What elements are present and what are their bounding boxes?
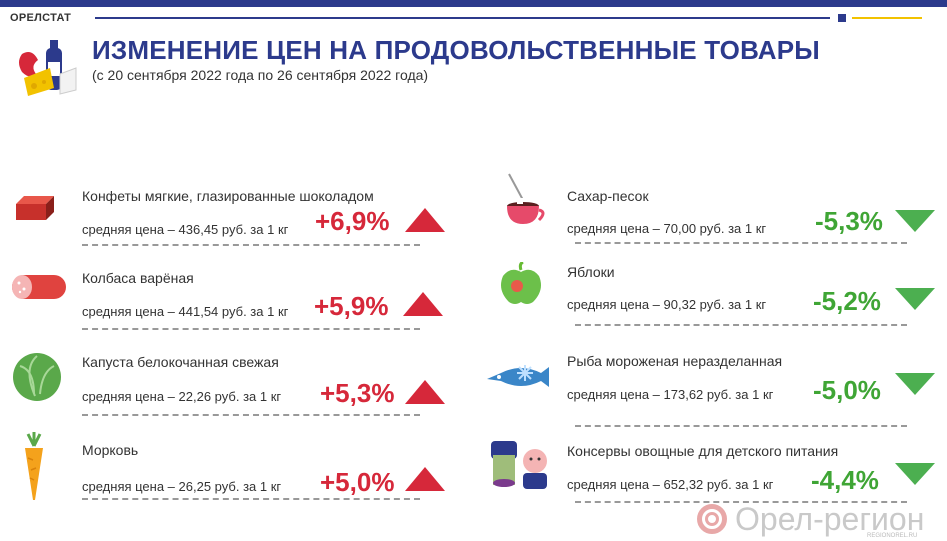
item-name: Консервы овощные для детского питания: [567, 443, 839, 459]
price-item-sausage: Колбаса варёная средняя цена – 441,54 ру…: [10, 262, 450, 342]
price-item-fish: Рыба мороженая неразделанная средняя цен…: [487, 345, 935, 427]
cabbage-icon: [13, 353, 61, 401]
item-change: +5,3%: [320, 378, 395, 408]
item-change: +5,9%: [314, 291, 389, 321]
top-bar: [0, 0, 947, 7]
decrease-arrow-icon: [895, 288, 935, 310]
page-subtitle: (с 20 сентября 2022 года по 26 сентября …: [92, 67, 429, 83]
item-name: Капуста белокочанная свежая: [82, 354, 279, 370]
item-name: Морковь: [82, 442, 139, 458]
divider: [82, 244, 420, 246]
watermark-subtext: REGIONOREL.RU: [867, 533, 918, 539]
watermark: Орел-регион REGIONOREL.RU: [697, 501, 937, 539]
price-item-apples: Яблоки средняя цена – 90,32 руб. за 1 кг…: [495, 262, 935, 342]
fish-icon: [487, 365, 549, 387]
sausage-icon: [12, 275, 66, 299]
groceries-icon: [19, 40, 77, 96]
divider: [82, 414, 420, 416]
item-price: средняя цена – 173,62 руб. за 1 кг: [567, 387, 774, 402]
item-name: Конфеты мягкие, глазированные шоколадом: [82, 188, 374, 204]
price-item-carrot: Морковь средняя цена – 26,25 руб. за 1 к…: [10, 432, 450, 512]
item-price: средняя цена – 22,26 руб. за 1 кг: [82, 389, 282, 404]
price-item-sugar: Сахар-песок средняя цена – 70,00 руб. за…: [495, 173, 935, 260]
item-name: Колбаса варёная: [82, 270, 194, 286]
brand-label: ОРЕЛСТАТ: [10, 12, 72, 24]
header-rule-accent: [852, 17, 922, 19]
decrease-arrow-icon: [895, 210, 935, 232]
divider: [575, 324, 907, 326]
baby-food-icon: [491, 441, 547, 489]
increase-arrow-icon: [405, 380, 445, 404]
watermark-text: Орел-регион: [735, 501, 925, 537]
item-change: +6,9%: [315, 206, 390, 236]
watermark-logo-icon: [697, 504, 727, 534]
candy-icon: [16, 196, 54, 220]
item-change: -5,0%: [813, 375, 881, 405]
divider: [575, 501, 907, 503]
item-name: Сахар-песок: [567, 188, 649, 204]
header-rule-square: [838, 14, 846, 22]
increase-arrow-icon: [405, 208, 445, 232]
decrease-arrow-icon: [895, 463, 935, 485]
divider: [575, 425, 907, 427]
price-item-baby-food: Консервы овощные для детского питания ср…: [491, 437, 935, 517]
divider: [82, 328, 420, 330]
item-price: средняя цена – 652,32 руб. за 1 кг: [567, 477, 774, 492]
item-name: Рыба мороженая неразделанная: [567, 353, 783, 369]
page-title: ИЗМЕНЕНИЕ ЦЕН НА ПРОДОВОЛЬСТВЕННЫЕ ТОВАР…: [92, 35, 820, 65]
price-item-cabbage: Капуста белокочанная свежая средняя цена…: [10, 348, 450, 428]
item-change: -5,3%: [815, 206, 883, 236]
header-rule: [95, 17, 830, 19]
sugar-icon: [507, 173, 545, 224]
apple-icon: [501, 262, 541, 304]
item-price: средняя цена – 441,54 руб. за 1 кг: [82, 304, 289, 319]
item-change: -4,4%: [811, 465, 879, 495]
carrot-icon: [25, 432, 43, 500]
price-item-candy: Конфеты мягкие, глазированные шоколадом …: [10, 180, 450, 260]
watermark-logo-inner: [705, 512, 719, 526]
increase-arrow-icon: [403, 292, 443, 316]
item-price: средняя цена – 90,32 руб. за 1 кг: [567, 297, 767, 312]
item-price: средняя цена – 26,25 руб. за 1 кг: [82, 479, 282, 494]
item-change: -5,2%: [813, 286, 881, 316]
item-name: Яблоки: [567, 264, 615, 280]
divider: [575, 242, 907, 244]
item-price: средняя цена – 436,45 руб. за 1 кг: [82, 222, 289, 237]
increase-arrow-icon: [405, 467, 445, 491]
item-price: средняя цена – 70,00 руб. за 1 кг: [567, 221, 767, 236]
divider: [82, 498, 420, 500]
decrease-arrow-icon: [895, 373, 935, 395]
item-change: +5,0%: [320, 467, 395, 497]
